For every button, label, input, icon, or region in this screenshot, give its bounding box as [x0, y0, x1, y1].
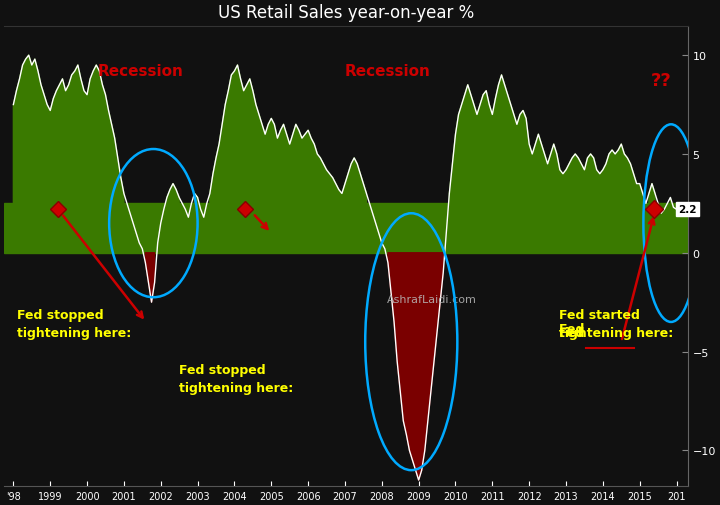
Text: Fed: Fed	[559, 326, 588, 339]
Bar	[4, 204, 688, 254]
Text: Fed: Fed	[559, 322, 588, 335]
Text: Fed stopped
tightening here:: Fed stopped tightening here:	[17, 308, 131, 339]
Text: AshrafLaidi.com: AshrafLaidi.com	[387, 294, 477, 304]
Text: ??: ??	[651, 72, 672, 89]
Text: Fed stopped
tightening here:: Fed stopped tightening here:	[179, 364, 294, 394]
Text: Fed started
tightening here:: Fed started tightening here:	[559, 308, 673, 339]
Text: Recession: Recession	[345, 64, 431, 79]
Title: US Retail Sales year-on-year %: US Retail Sales year-on-year %	[217, 4, 474, 22]
Text: 2.2: 2.2	[678, 205, 697, 215]
Text: Recession: Recession	[98, 64, 184, 79]
